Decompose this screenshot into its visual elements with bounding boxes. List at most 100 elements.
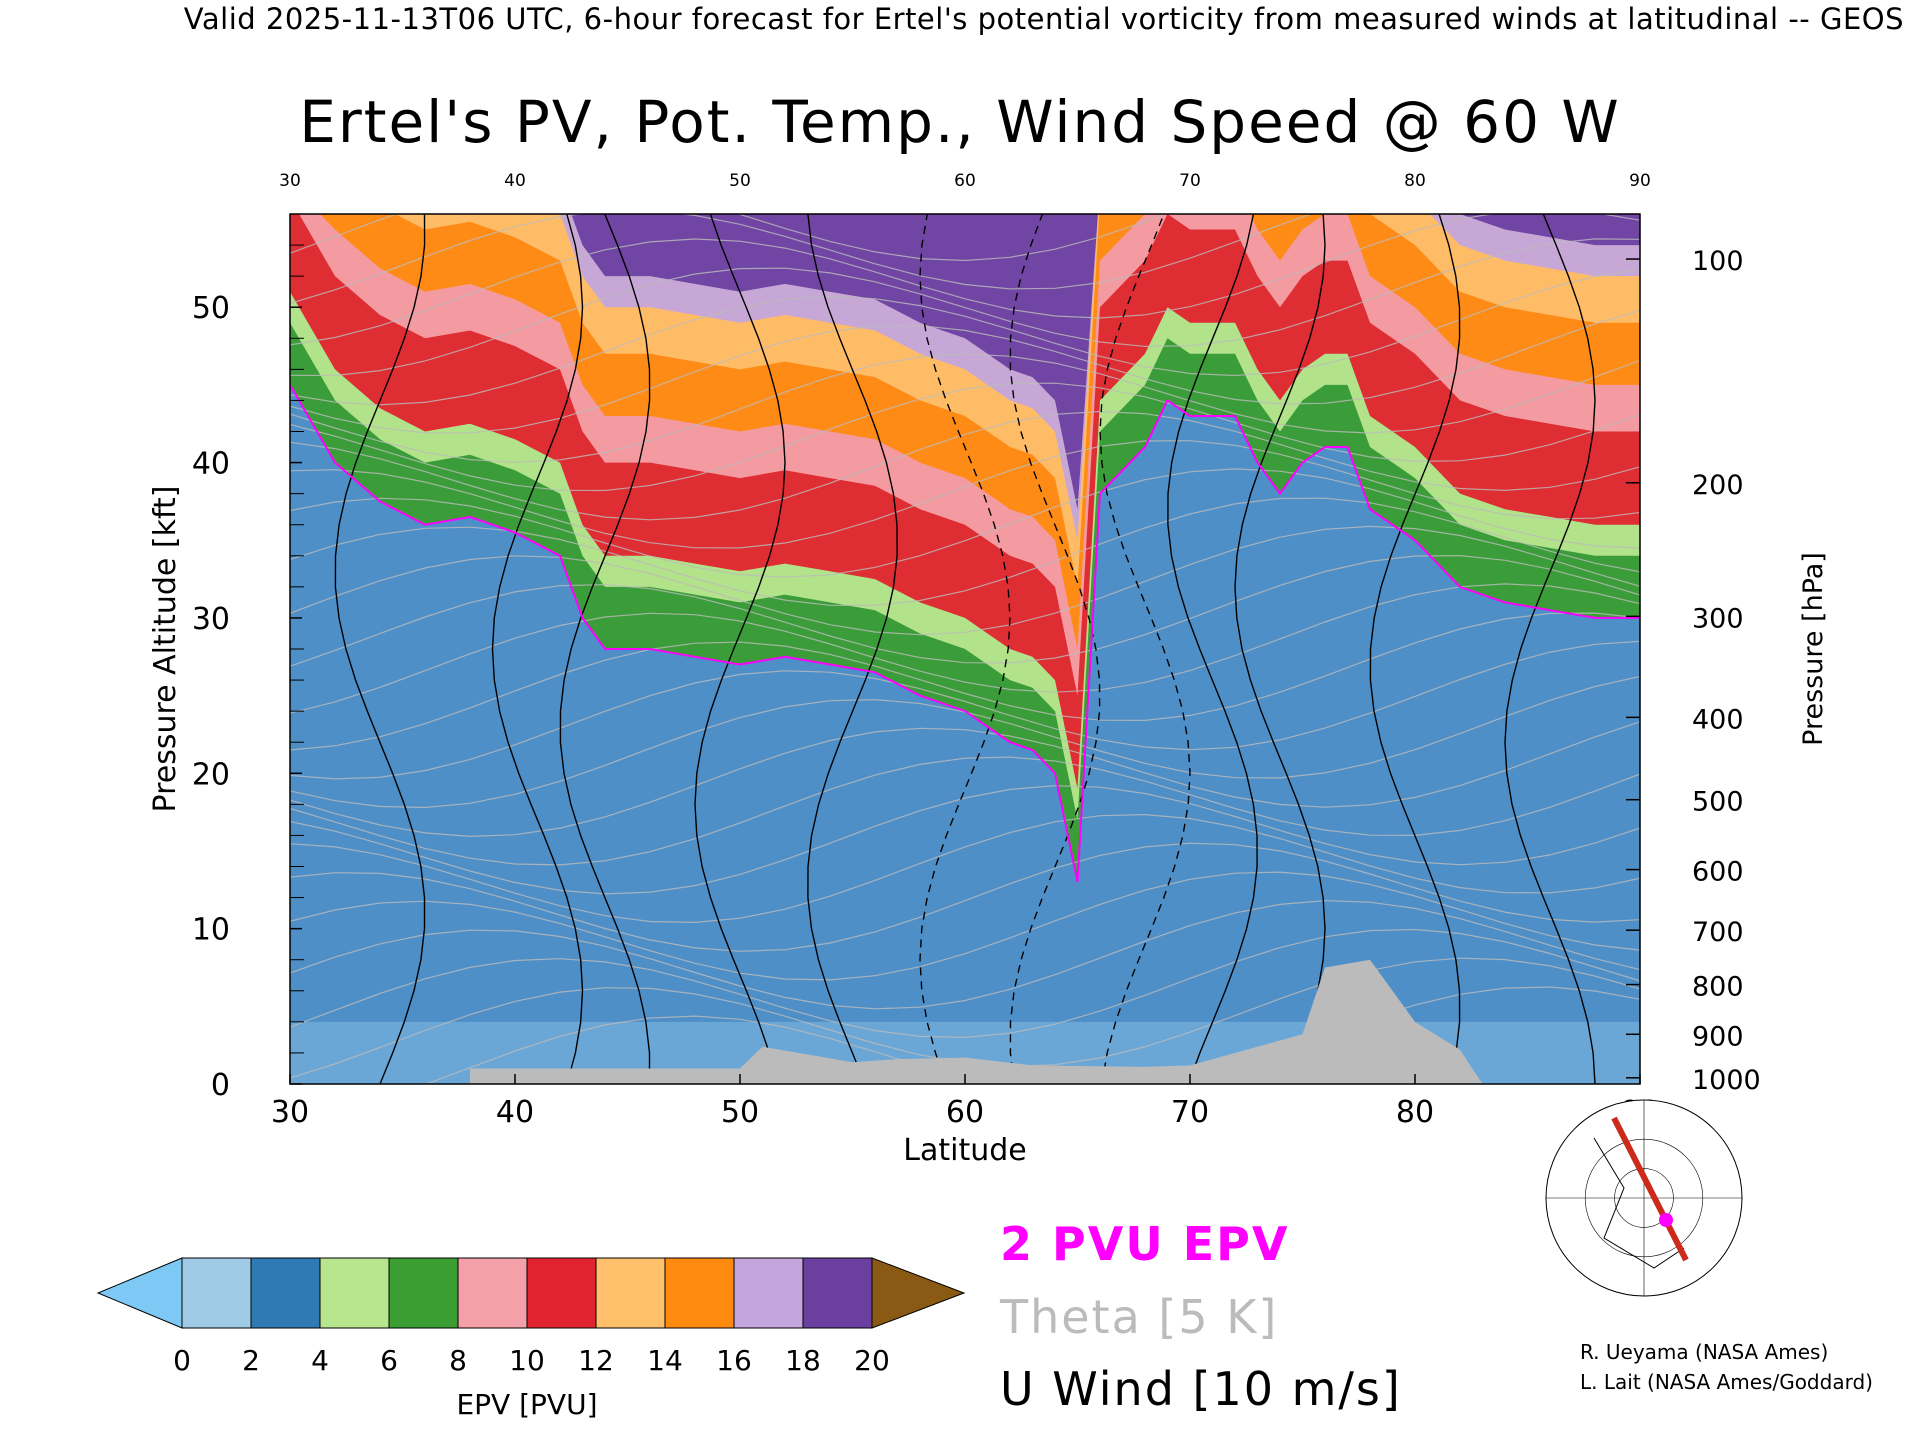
- y-tick-label: 40: [192, 447, 230, 482]
- theta-contour: [290, 497, 1640, 607]
- x-top-tick-label: 90: [1629, 171, 1651, 191]
- colorbar-segment: [664, 1257, 735, 1329]
- x-axis-label: Latitude: [903, 1133, 1026, 1168]
- theta-contour: [290, 583, 1640, 714]
- colorbar-tick-label: 12: [578, 1344, 614, 1377]
- theta-contour: [290, 640, 1640, 780]
- colorbar-tick-label: 20: [854, 1344, 890, 1377]
- legend-u-wind: U Wind [10 m/s]: [1000, 1362, 1402, 1416]
- theta-contour: [290, 900, 1640, 1010]
- theta-contour: [290, 525, 1640, 636]
- y-right-tick-label: 800: [1692, 972, 1744, 1003]
- u-wind-contour: [807, 214, 898, 1084]
- theta-contour: [290, 353, 1640, 463]
- theta-contour: [290, 382, 1640, 492]
- colorbar-segment: [181, 1257, 252, 1329]
- pv-2pvu-line: [290, 384, 1640, 883]
- y-right-tick-label: 400: [1692, 704, 1744, 735]
- legend-2pvu-epv: 2 PVU EPV: [1000, 1217, 1290, 1271]
- x-tick-label: 30: [271, 1095, 309, 1130]
- x-tick-label: 60: [946, 1095, 984, 1130]
- x-top-tick-label: 50: [729, 171, 751, 191]
- colorbar-tick-label: 6: [380, 1344, 398, 1377]
- colorbar-under-triangle: [96, 1257, 183, 1329]
- credit-line-1: R. Ueyama (NASA Ames): [1580, 1340, 1829, 1364]
- u-wind-contour: [491, 214, 584, 1084]
- colorbar-segment: [526, 1257, 597, 1329]
- y-right-tick-label: 500: [1692, 787, 1744, 818]
- u-wind-contour: [694, 214, 786, 1084]
- inset-coastline: [1593, 1137, 1685, 1269]
- pv-band-22: [290, 214, 1640, 541]
- colorbar-segment: [733, 1257, 804, 1329]
- theta-contour: [290, 268, 1640, 406]
- theta-contour: [290, 554, 1640, 667]
- colorbar-tick-label: 0: [173, 1344, 191, 1377]
- u-wind-contour: [919, 214, 1011, 1084]
- theta-contour: [290, 842, 1640, 952]
- colorbar-tick-label: 4: [311, 1344, 329, 1377]
- theta-contour: [290, 871, 1640, 981]
- theta-contour: [290, 214, 1167, 262]
- x-tick-label: 80: [1396, 1095, 1434, 1130]
- y-right-tick-label: 700: [1692, 917, 1744, 948]
- colorbar-tick-label: 10: [509, 1344, 545, 1377]
- colorbar-segment: [250, 1257, 321, 1329]
- y-right-tick-label: 1000: [1692, 1065, 1761, 1096]
- theta-contour: [290, 785, 1640, 895]
- y-tick-label: 0: [211, 1068, 230, 1103]
- u-wind-contour: [334, 214, 426, 1084]
- u-wind-contour: [559, 214, 651, 1084]
- x-top-tick-label: 30: [279, 171, 301, 191]
- x-top-tick-label: 40: [504, 171, 526, 191]
- pv-band-24: [290, 214, 1640, 510]
- u-wind-contour: [1504, 214, 1596, 1084]
- u-wind-contour: [1099, 214, 1191, 1084]
- inset-60n-marker: [1659, 1213, 1673, 1227]
- y-right-tick-label: 600: [1692, 857, 1744, 888]
- u-wind-contour: [1009, 214, 1101, 1084]
- y-right-tick-label: 300: [1692, 603, 1744, 634]
- theta-contour: [290, 612, 1640, 751]
- y-right-tick-label: 200: [1692, 470, 1744, 501]
- x-top-tick-label: 70: [1179, 171, 1201, 191]
- x-tick-label: 50: [721, 1095, 759, 1130]
- u-wind-contour: [1234, 214, 1326, 1084]
- x-top-tick-label: 60: [954, 171, 976, 191]
- y-tick-label: 20: [192, 757, 230, 792]
- colorbar-over-triangle: [871, 1257, 966, 1329]
- x-tick-label: 70: [1171, 1095, 1209, 1130]
- theta-contour: [290, 214, 1640, 346]
- x-top-tick-label: 80: [1404, 171, 1426, 191]
- colorbar-tick-label: 2: [242, 1344, 260, 1377]
- colorbar-tick-label: 14: [647, 1344, 683, 1377]
- y-right-tick-label: 900: [1692, 1021, 1744, 1052]
- inset-transect-line: [1611, 1116, 1689, 1262]
- theta-contour: [290, 928, 1640, 1039]
- theta-contour: [290, 721, 1640, 838]
- x-tick-label: 40: [496, 1095, 534, 1130]
- y-axis-label-left: Pressure Altitude [kft]: [148, 486, 183, 813]
- colorbar-tick-label: 8: [449, 1344, 467, 1377]
- legend-theta: Theta [5 K]: [1000, 1290, 1279, 1344]
- colorbar-label: EPV [PVU]: [456, 1388, 597, 1421]
- colorbar-segment: [388, 1257, 459, 1329]
- valid-time-banner: Valid 2025-11-13T06 UTC, 6-hour forecast…: [183, 2, 1904, 36]
- chart-title: Ertel's PV, Pot. Temp., Wind Speed @ 60 …: [299, 88, 1621, 156]
- colorbar-segment: [319, 1257, 390, 1329]
- y-tick-label: 30: [192, 602, 230, 637]
- theta-contour: [290, 468, 1640, 578]
- theta-contour: [290, 238, 1640, 377]
- pv-band-19: [290, 214, 1640, 587]
- y-axis-label-right: Pressure [hPa]: [1798, 552, 1829, 746]
- u-wind-contour: [1167, 214, 1258, 1084]
- colorbar-segment: [595, 1257, 666, 1329]
- colorbar-segment: [802, 1257, 873, 1329]
- colorbar-tick-label: 16: [716, 1344, 752, 1377]
- colorbar-tick-label: 18: [785, 1344, 821, 1377]
- colorbar-segment: [457, 1257, 528, 1329]
- y-right-tick-label: 100: [1692, 246, 1744, 277]
- theta-contour: [290, 813, 1640, 924]
